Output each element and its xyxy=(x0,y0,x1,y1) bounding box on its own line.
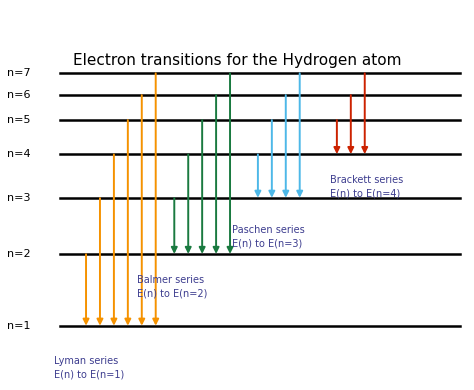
Text: n=3: n=3 xyxy=(7,193,30,203)
Text: Brackett series
E(n) to E(n=4): Brackett series E(n) to E(n=4) xyxy=(330,175,403,199)
Text: n=4: n=4 xyxy=(7,149,31,160)
Text: n=2: n=2 xyxy=(7,249,31,259)
Text: n=5: n=5 xyxy=(7,115,30,125)
Text: n=6: n=6 xyxy=(7,90,30,100)
Text: n=7: n=7 xyxy=(7,68,31,78)
Text: Lyman series
E(n) to E(n=1): Lyman series E(n) to E(n=1) xyxy=(54,356,124,380)
Text: n=1: n=1 xyxy=(7,321,30,331)
Text: Electron transitions for the Hydrogen atom: Electron transitions for the Hydrogen at… xyxy=(73,53,401,68)
Text: Paschen series
E(n) to E(n=3): Paschen series E(n) to E(n=3) xyxy=(232,225,305,249)
Text: Balmer series
E(n) to E(n=2): Balmer series E(n) to E(n=2) xyxy=(137,275,208,299)
